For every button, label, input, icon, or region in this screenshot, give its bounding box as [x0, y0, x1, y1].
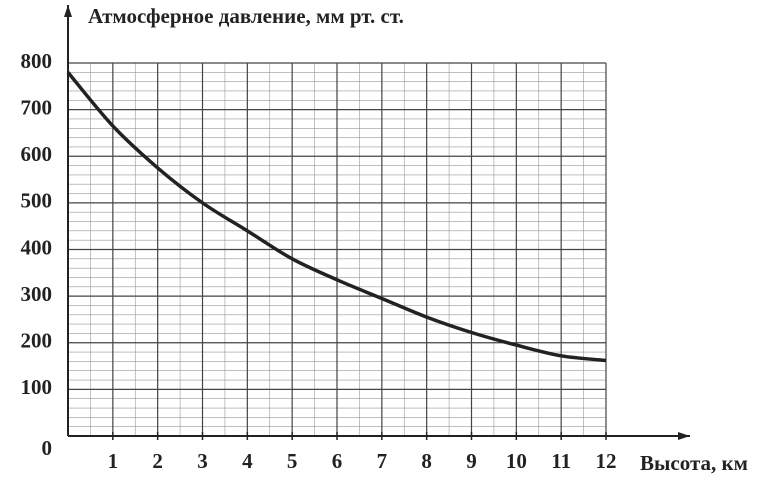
- y-tick-label: 300: [21, 282, 53, 306]
- x-tick-label: 9: [466, 449, 477, 473]
- x-tick-label: 5: [287, 449, 298, 473]
- x-tick-label: 10: [506, 449, 527, 473]
- y-tick-label: 800: [21, 49, 53, 73]
- y-axis-arrow: [64, 5, 72, 17]
- x-tick-label: 7: [377, 449, 388, 473]
- y-tick-label: 400: [21, 235, 53, 259]
- x-tick-label: 3: [197, 449, 208, 473]
- y-tick-label: 700: [21, 95, 53, 119]
- x-tick-label: 12: [596, 449, 617, 473]
- x-axis-label: Высота, км: [640, 451, 748, 475]
- x-tick-label: 4: [242, 449, 253, 473]
- y-tick-label: 600: [21, 142, 53, 166]
- x-tick-label: 8: [421, 449, 432, 473]
- y-tick-label: 200: [21, 329, 53, 353]
- y-tick-label: 100: [21, 375, 53, 399]
- x-tick-label: 1: [108, 449, 119, 473]
- y-axis-label: Атмосферное давление, мм рт. ст.: [88, 4, 404, 28]
- x-tick-label: 6: [332, 449, 343, 473]
- y-tick-label: 0: [42, 436, 53, 460]
- y-tick-label: 500: [21, 189, 53, 213]
- x-tick-label: 11: [551, 449, 571, 473]
- line: [66, 71, 607, 363]
- x-axis-arrow: [678, 432, 690, 440]
- x-tick-label: 2: [152, 449, 163, 473]
